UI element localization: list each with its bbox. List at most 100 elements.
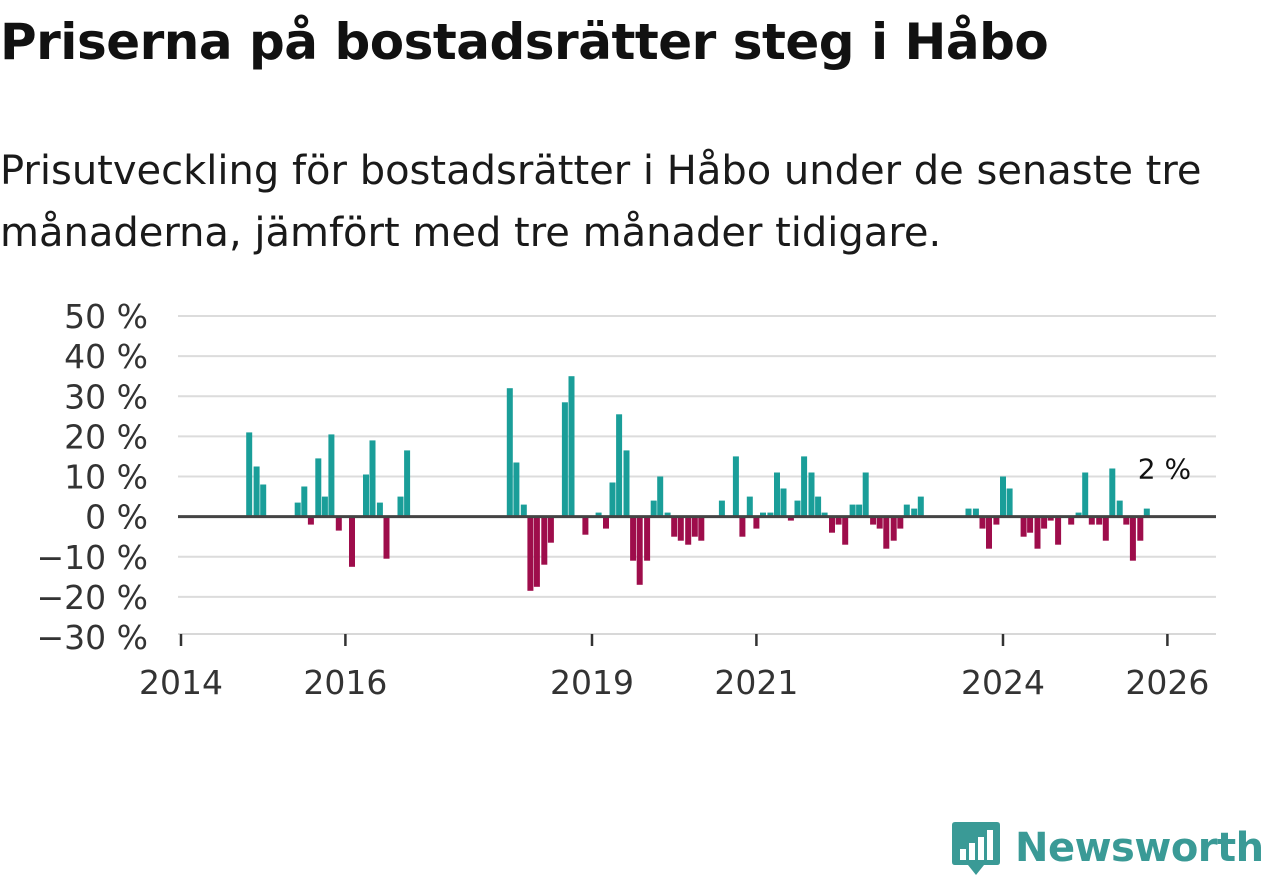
bar (623, 450, 630, 517)
bar (1137, 516, 1144, 541)
bar (294, 502, 301, 517)
bar (369, 440, 376, 517)
bar (829, 516, 835, 533)
newsworthy-logo: Newsworthy (951, 818, 1262, 878)
bar (321, 496, 328, 517)
bar (644, 516, 651, 561)
newsworthy-logo-text: Newsworthy (1015, 825, 1262, 871)
bar (1047, 516, 1054, 521)
bar-chart: 50 %40 %30 %20 %10 %0 %−10 %−20 %−30 % 2… (37, 297, 1216, 702)
bar (1034, 516, 1041, 549)
bar (1075, 512, 1082, 517)
bar (870, 516, 877, 525)
bar (821, 512, 828, 517)
bar (753, 516, 760, 529)
x-tick-label: 2016 (303, 663, 387, 702)
bar (835, 516, 842, 525)
bar (1082, 472, 1089, 517)
bar (383, 516, 390, 559)
x-tick-label: 2014 (139, 663, 223, 702)
bar (815, 496, 822, 517)
bar (671, 516, 678, 537)
bar (767, 512, 774, 517)
bar (903, 504, 910, 517)
bar (404, 450, 411, 517)
bar (1116, 500, 1123, 517)
bar (513, 462, 520, 517)
bar (595, 512, 602, 517)
bar (876, 516, 883, 529)
bar (376, 502, 383, 517)
x-tick-label: 2019 (550, 663, 634, 702)
y-tick-label: −30 % (37, 618, 149, 657)
bar (664, 512, 671, 517)
bar (307, 516, 314, 525)
bar (1027, 516, 1034, 533)
bar (883, 516, 890, 549)
bar (780, 488, 787, 517)
bar (520, 504, 527, 517)
bar (246, 432, 253, 517)
bar (1055, 516, 1062, 545)
bar (890, 516, 897, 541)
bar (972, 508, 979, 517)
bar (1041, 516, 1048, 529)
y-tick-label: 50 % (64, 297, 148, 336)
bar (842, 516, 849, 545)
y-tick-label: 0 % (85, 498, 148, 537)
bar (1000, 476, 1006, 517)
bar (506, 388, 513, 517)
bar (787, 516, 794, 521)
bar (335, 516, 342, 531)
bar (808, 472, 815, 517)
bar (691, 516, 698, 537)
bar (328, 434, 335, 517)
bar (1143, 508, 1150, 517)
bar (718, 500, 725, 517)
bar (774, 472, 780, 517)
bar (1102, 516, 1109, 541)
bar (685, 516, 692, 545)
bar (897, 516, 904, 529)
annotations: 2 % (1138, 453, 1191, 486)
bar (603, 516, 609, 529)
bars (246, 376, 1150, 591)
bar (1109, 468, 1116, 517)
bar (582, 516, 589, 535)
y-tick-label: 30 % (64, 377, 148, 416)
y-tick-label: −10 % (37, 538, 149, 577)
bar (1123, 516, 1130, 525)
bar (677, 516, 684, 541)
bar (698, 516, 705, 541)
bar (315, 458, 322, 517)
bar (1006, 488, 1013, 517)
bar (609, 482, 616, 517)
bar (636, 516, 643, 585)
bar (657, 476, 664, 517)
bar (568, 376, 575, 517)
x-tick-label: 2021 (714, 663, 798, 702)
page-subtitle: Prisutveckling för bostadsrätter i Håbo … (0, 148, 1202, 256)
x-axis: 2014 2016 2019 2021 2024 2026 (139, 633, 1216, 702)
bar (349, 516, 355, 567)
y-axis-tick-labels: 50 %40 %30 %20 %10 %0 %−10 %−20 %−30 % (37, 297, 149, 657)
bar (794, 500, 801, 517)
last-value-annotation: 2 % (1138, 453, 1191, 486)
bar (732, 456, 739, 517)
bar (739, 516, 746, 537)
bar (630, 516, 637, 561)
bar (917, 496, 924, 517)
bar (527, 516, 534, 591)
page-title: Priserna på bostadsrätter steg i Håbo (0, 13, 1049, 71)
bar (616, 414, 623, 517)
y-tick-label: −20 % (37, 578, 149, 617)
bar (760, 512, 766, 517)
bar (533, 516, 540, 587)
newsworthy-logo-icon (952, 822, 1000, 875)
bar (986, 516, 992, 549)
bar (801, 456, 808, 517)
bar (363, 474, 369, 517)
bar (849, 504, 856, 517)
bar (965, 508, 972, 517)
x-tick-label: 2024 (961, 663, 1045, 702)
